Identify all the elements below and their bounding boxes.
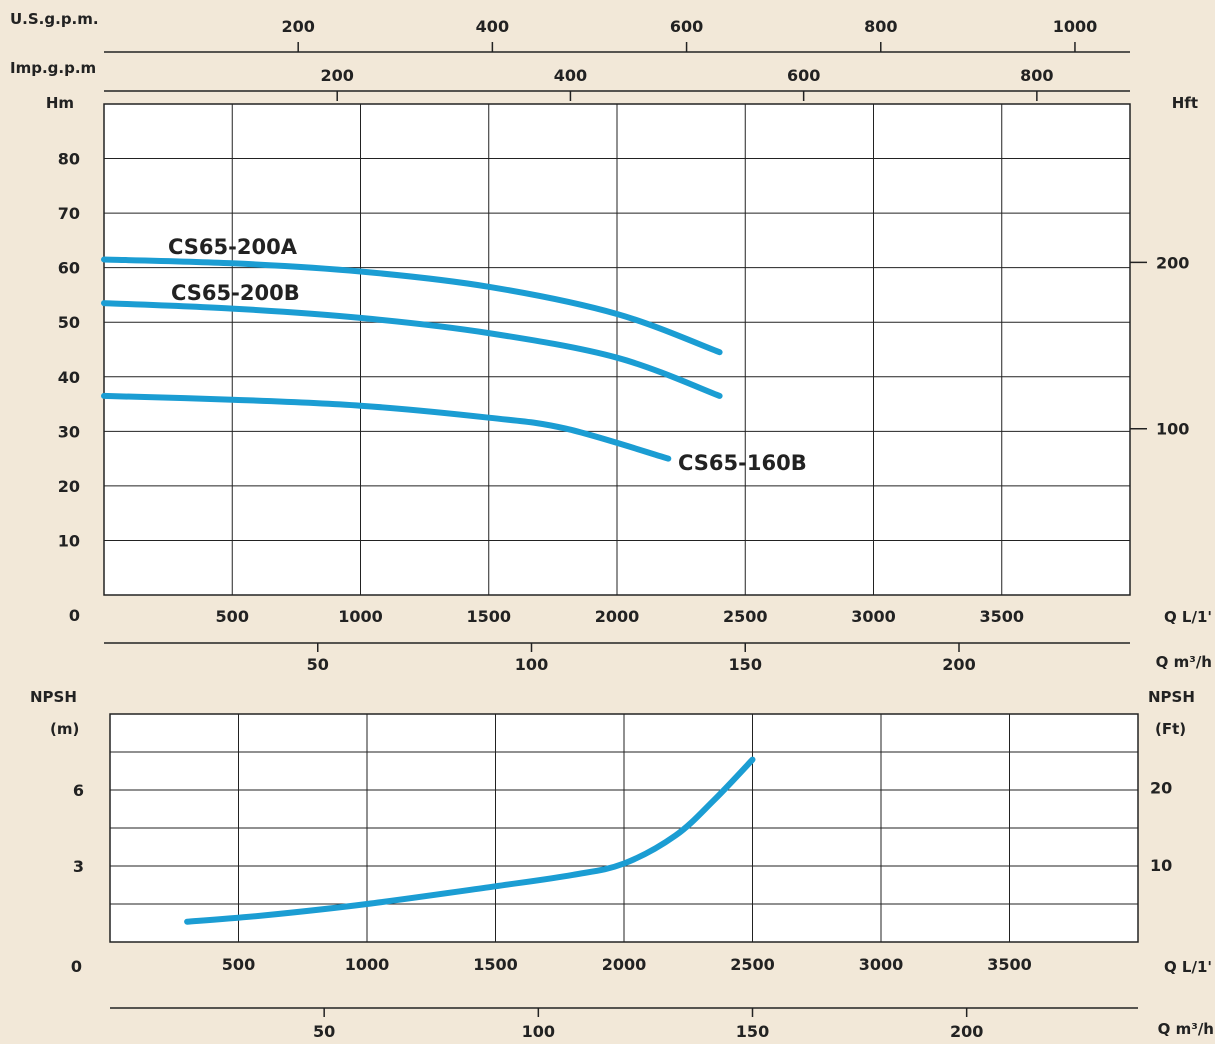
head-x-tick-label: 2000	[595, 607, 640, 626]
head-x-tick-label: 2500	[723, 607, 768, 626]
imp-gpm-tick-label: 200	[321, 66, 354, 85]
head-m3h-tick-label: 200	[942, 655, 975, 674]
npsh-y-axis-unit: (m)	[50, 720, 79, 738]
head-y-axis-title: Hm	[46, 94, 74, 112]
head-y-tick-label: 10	[58, 531, 80, 550]
head-m3h-axis-title: Q m³/h	[1156, 653, 1212, 671]
npsh-m3h-axis-title: Q m³/h	[1158, 1020, 1214, 1038]
npsh-origin-label: 0	[71, 957, 82, 976]
npsh-y-tick-label: 3	[73, 857, 84, 876]
npsh-y-right-axis-unit: (Ft)	[1155, 720, 1186, 738]
npsh-x-tick-label: 500	[222, 955, 255, 974]
npsh-y-right-tick-label: 20	[1150, 779, 1172, 798]
imp-gpm-tick-label: 800	[1020, 66, 1053, 85]
us-gpm-tick-label: 600	[670, 17, 703, 36]
npsh-y-tick-label: 6	[73, 781, 84, 800]
npsh-x-tick-label: 2500	[730, 955, 775, 974]
head-curve-cs65-200b	[101, 300, 723, 399]
us-gpm-tick-label: 400	[476, 17, 509, 36]
head-x-tick-label: 3000	[851, 607, 896, 626]
us-gpm-axis-title: U.S.g.p.m.	[10, 10, 99, 28]
npsh-x-tick-label: 3000	[859, 955, 904, 974]
series-label-cs65-160b: CS65-160B	[678, 451, 807, 475]
head-x-axis-title: Q L/1'	[1164, 608, 1212, 626]
head-y-right-tick-label: 100	[1156, 420, 1189, 439]
head-x-tick-label: 500	[216, 607, 249, 626]
head-curve-cs65-160b	[101, 392, 672, 462]
head-y-tick-label: 30	[58, 422, 80, 441]
npsh-curve	[184, 756, 756, 925]
head-m3h-tick-label: 150	[729, 655, 762, 674]
head-m3h-tick-label: 100	[515, 655, 548, 674]
series-label-cs65-200a: CS65-200A	[168, 235, 298, 259]
npsh-m3h-tick-label: 100	[522, 1022, 555, 1041]
head-x-tick-label: 1500	[466, 607, 511, 626]
npsh-chart: 3 6 0 NPSH (m) NPSH (Ft) 10 20 500 1000 1500 2000 250…	[30, 688, 1214, 1041]
head-y-tick-label: 70	[58, 204, 80, 223]
head-y-right-axis-title: Hft	[1172, 94, 1198, 112]
imp-gpm-tick-label: 600	[787, 66, 820, 85]
series-label-cs65-200b: CS65-200B	[171, 281, 300, 305]
npsh-x-tick-label: 2000	[602, 955, 647, 974]
head-y-tick-label: 80	[58, 150, 80, 169]
npsh-m3h-tick-label: 150	[736, 1022, 769, 1041]
head-curve-cs65-200a	[101, 256, 723, 356]
head-origin-label: 0	[69, 606, 80, 625]
us-gpm-tick-label: 1000	[1053, 17, 1098, 36]
npsh-m3h-tick-label: 50	[313, 1022, 335, 1041]
imp-gpm-tick-label: 400	[554, 66, 587, 85]
head-m3h-tick-label: 50	[307, 655, 329, 674]
npsh-x-tick-label: 1500	[473, 955, 518, 974]
imp-gpm-axis-title: Imp.g.p.m	[10, 59, 96, 77]
head-y-right-tick-label: 200	[1156, 253, 1189, 272]
npsh-x-tick-label: 1000	[345, 955, 390, 974]
head-y-tick-label: 20	[58, 477, 80, 496]
head-y-tick-label: 60	[58, 259, 80, 278]
npsh-m3h-tick-label: 200	[950, 1022, 983, 1041]
head-y-tick-label: 50	[58, 313, 80, 332]
head-x-tick-label: 1000	[338, 607, 383, 626]
npsh-x-axis-title: Q L/1'	[1164, 958, 1212, 976]
npsh-y-right-axis-title: NPSH	[1148, 688, 1195, 706]
npsh-x-tick-label: 3500	[987, 955, 1032, 974]
us-gpm-tick-label: 800	[864, 17, 897, 36]
head-y-tick-label: 40	[58, 368, 80, 387]
head-x-tick-label: 3500	[979, 607, 1024, 626]
npsh-y-axis-title: NPSH	[30, 688, 77, 706]
us-gpm-tick-label: 200	[281, 17, 314, 36]
npsh-y-right-tick-label: 10	[1150, 856, 1172, 875]
